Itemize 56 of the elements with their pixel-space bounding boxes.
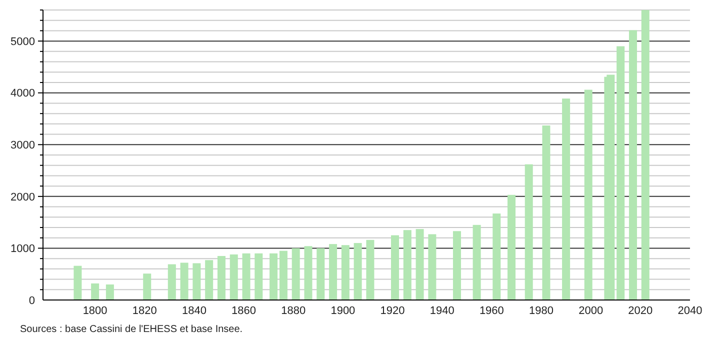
x-tick-label: 2000: [578, 305, 604, 317]
bar: [492, 214, 501, 300]
bar: [508, 194, 516, 300]
x-tick-label: 2040: [678, 305, 702, 317]
bar: [279, 250, 288, 300]
bar: [270, 253, 278, 300]
y-tick-label: 4000: [10, 88, 35, 100]
x-tick-label: 1840: [182, 305, 206, 317]
x-tick-label: 1940: [430, 305, 454, 317]
bar: [205, 260, 214, 300]
x-tick-label: 1900: [330, 305, 356, 317]
bar: [562, 98, 570, 300]
y-tick-label: 3000: [10, 139, 35, 152]
bar: [366, 240, 374, 300]
x-tick-label: 1860: [232, 305, 256, 317]
y-tick-label: 5000: [10, 36, 35, 48]
bar: [341, 245, 350, 300]
source-note: Sources : base Cassini de l'EHESS et base Insee.: [20, 324, 243, 335]
x-tick-label: 1880: [281, 305, 306, 317]
x-tick-label: 2020: [628, 305, 653, 317]
y-tick-label: 2000: [10, 191, 35, 204]
bar: [472, 224, 481, 300]
bar: [304, 246, 312, 300]
bar: [254, 253, 263, 300]
bar: [628, 30, 637, 300]
bar: [242, 253, 250, 300]
y-tick-label: 1000: [10, 243, 35, 256]
bar: [74, 266, 82, 300]
bar: [230, 254, 238, 300]
bar: [641, 10, 650, 300]
bar: [542, 125, 550, 300]
bar: [452, 231, 461, 300]
bar: [616, 46, 625, 300]
x-tick-label: 1800: [82, 305, 108, 317]
bar: [316, 248, 325, 300]
bar: [584, 90, 592, 300]
bar: [168, 264, 176, 300]
y-tick-label: 0: [28, 294, 35, 307]
bar: [143, 274, 152, 300]
bar: [524, 164, 533, 300]
bar: [292, 248, 300, 300]
bar: [192, 263, 201, 300]
bar: [217, 256, 226, 300]
bar: [403, 230, 412, 300]
x-tick-label: 1980: [529, 305, 554, 317]
bar: [180, 262, 188, 300]
x-tick-label: 1960: [479, 305, 504, 317]
bar: [416, 229, 424, 300]
x-tick-label: 1820: [132, 305, 157, 317]
x-tick-label: 1920: [380, 305, 405, 317]
bar: [354, 243, 362, 300]
bar: [91, 283, 100, 300]
bar: [428, 234, 436, 300]
bar: [329, 244, 338, 300]
bar: [106, 284, 114, 300]
bar: [391, 235, 400, 300]
